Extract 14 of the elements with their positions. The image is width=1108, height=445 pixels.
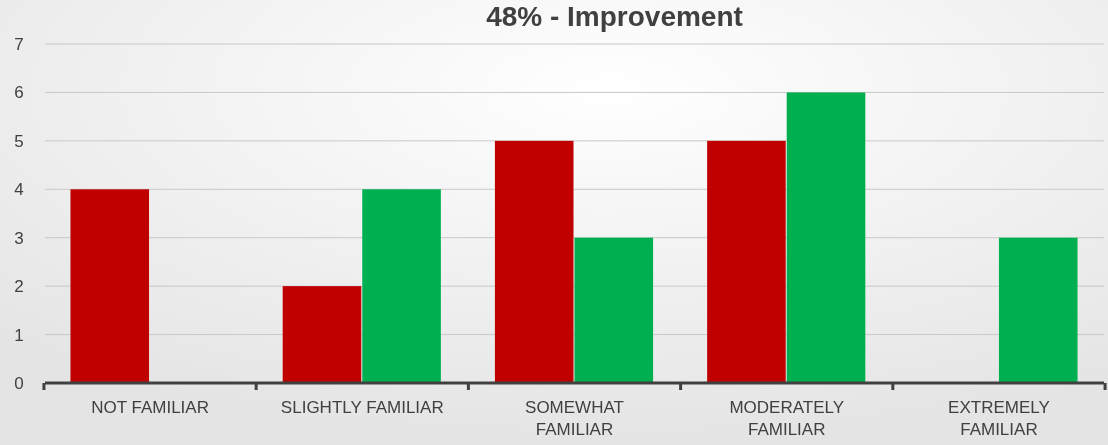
x-tick-label: EXTREMELY FAMILIAR	[948, 398, 1050, 439]
y-tick-label: 7	[14, 34, 24, 54]
x-tick-label: SOMEWHAT FAMILIAR	[525, 398, 624, 439]
x-tick-label: NOT FAMILIAR	[91, 398, 209, 417]
y-tick-label: 2	[14, 277, 24, 297]
y-tick-label: 0	[14, 373, 24, 393]
chart-title: 48% - Improvement	[486, 1, 743, 32]
y-tick-label: 6	[14, 83, 24, 103]
x-tick-label: MODERATELY FAMILIAR	[729, 398, 845, 439]
x-tick-label: SLIGHTLY FAMILIAR	[280, 398, 444, 417]
y-tick-label: 1	[14, 325, 24, 345]
y-tick-label: 5	[14, 131, 24, 151]
y-tick-label: 3	[14, 228, 24, 248]
y-tick-label: 4	[14, 180, 24, 200]
